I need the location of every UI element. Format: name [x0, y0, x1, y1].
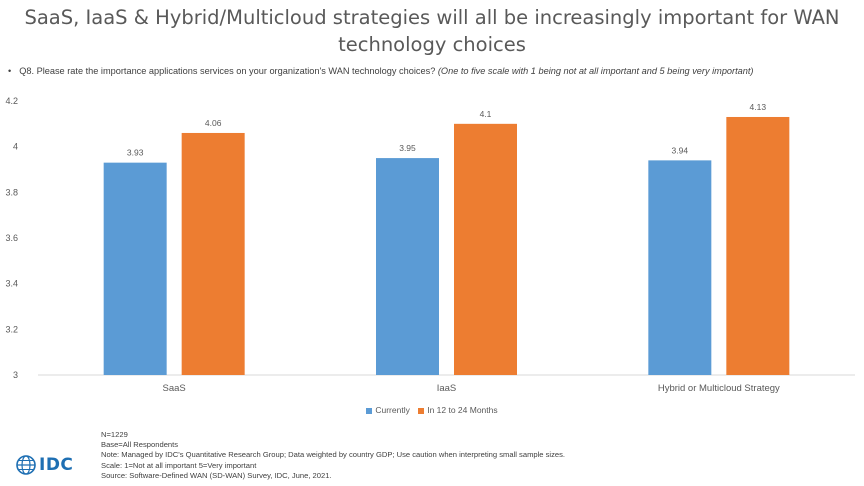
data-label: 4.1	[480, 109, 492, 119]
legend: Currently In 12 to 24 Months	[0, 405, 864, 415]
question-bullet: •	[8, 66, 12, 76]
bars: 3.93 4.06 3.95 4.1 3.94 4.13	[103, 102, 790, 375]
legend-item-currently: Currently	[366, 405, 410, 415]
bar-in-12-to-24-months	[454, 123, 517, 375]
data-label: 4.13	[750, 102, 767, 112]
legend-item-12-24-months: In 12 to 24 Months	[418, 405, 498, 415]
category-label: IaaS	[437, 383, 457, 394]
y-tick-label: 3.2	[5, 324, 18, 334]
legend-label-currently: Currently	[375, 405, 410, 415]
base-note: Base=All Respondents	[101, 440, 179, 450]
y-tick-label: 3.8	[5, 187, 18, 197]
bar-in-12-to-24-months	[726, 116, 790, 375]
idc-logo-text: IDC	[39, 455, 74, 475]
method-note: Note: Managed by IDC's Quantitative Rese…	[101, 450, 566, 460]
legend-swatch-12-24-months	[418, 407, 425, 414]
bar-currently	[376, 158, 439, 375]
y-tick-label: 3.6	[5, 233, 18, 243]
data-label: 4.06	[205, 118, 222, 128]
scale-note: Scale: 1=Not at all important 5=Very imp…	[101, 460, 257, 470]
y-tick-label: 4	[13, 142, 18, 152]
page-title: SaaS, IaaS & Hybrid/Multicloud strategie…	[24, 6, 840, 56]
category-axis: SaaS IaaS Hybrid or Multicloud Strategy	[163, 383, 781, 394]
footnotes: N=1229 Base=All Respondents Note: Manage…	[101, 430, 565, 481]
data-label: 3.94	[672, 145, 689, 155]
bar-in-12-to-24-months	[181, 132, 245, 375]
y-axis: 3 3.2 3.4 3.6 3.8 4 4.2	[5, 96, 855, 380]
source-note: Source: Software-Defined WAN (SD-WAN) Su…	[101, 470, 332, 480]
question-text: Q8. Please rate the importance applicati…	[19, 66, 436, 76]
bar-currently	[103, 162, 167, 375]
bar-chart: 3 3.2 3.4 3.6 3.8 4 4.2 3.93 4.06 3.95 4.1 3.94 4.1…	[5, 96, 855, 394]
sample-size: N=1229	[101, 430, 128, 439]
category-label: SaaS	[163, 383, 186, 394]
data-label: 3.95	[399, 143, 416, 153]
category-label: Hybrid or Multicloud Strategy	[658, 383, 780, 394]
idc-logo: IDC	[16, 455, 73, 475]
survey-question: • Q8. Please rate the importance applicat…	[8, 66, 858, 76]
bar-currently	[648, 160, 712, 375]
legend-swatch-currently	[366, 407, 373, 414]
idc-globe-icon	[16, 455, 36, 475]
y-tick-label: 4.2	[5, 96, 18, 106]
y-tick-label: 3	[13, 370, 18, 380]
legend-label-12-24-months: In 12 to 24 Months	[427, 405, 498, 415]
data-label: 3.93	[127, 148, 144, 158]
y-tick-label: 3.4	[5, 279, 18, 289]
question-hint: (One to five scale with 1 being not at a…	[437, 66, 754, 76]
